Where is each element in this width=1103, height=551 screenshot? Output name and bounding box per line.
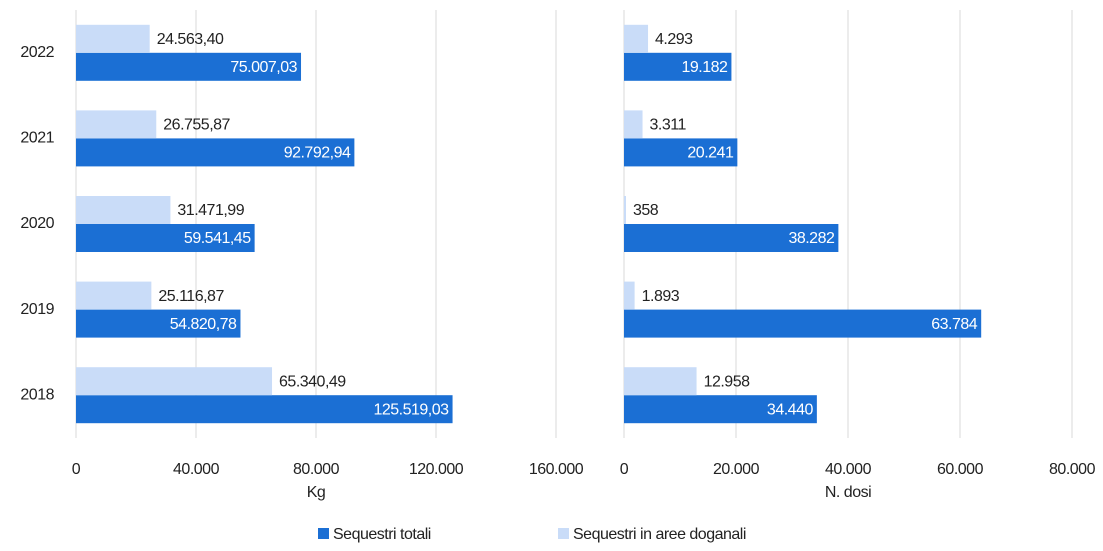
bar xyxy=(624,395,817,424)
legend-swatch xyxy=(558,528,569,539)
data-label: 26.755,87 xyxy=(163,117,230,134)
bar xyxy=(624,224,839,252)
bar xyxy=(76,309,241,338)
data-label: 54.820,78 xyxy=(170,316,237,333)
category-label: 2022 xyxy=(20,44,54,61)
bar xyxy=(624,367,697,396)
data-label: 34.440 xyxy=(767,401,814,418)
x-tick-label: 120.000 xyxy=(409,461,464,478)
data-label: 3.311 xyxy=(650,117,687,134)
bar xyxy=(76,281,152,310)
bar xyxy=(76,138,355,167)
data-label: 92.792,94 xyxy=(284,145,351,162)
data-label: 38.282 xyxy=(788,230,835,247)
data-label: 31.471,99 xyxy=(177,202,244,219)
category-label: 2021 xyxy=(20,130,54,147)
bar xyxy=(624,110,643,139)
data-label: 75.007,03 xyxy=(230,59,297,76)
x-tick-label: 0 xyxy=(620,461,629,478)
category-label: 2020 xyxy=(20,215,54,232)
x-axis-label: Kg xyxy=(307,484,326,501)
x-tick-label: 0 xyxy=(72,461,81,478)
data-label: 25.116,87 xyxy=(158,288,224,305)
bar xyxy=(624,138,738,167)
bar xyxy=(76,110,157,139)
data-label: 1.893 xyxy=(642,288,680,305)
category-label: 2019 xyxy=(20,301,54,318)
data-label: 63.784 xyxy=(931,316,978,333)
legend-swatch xyxy=(318,528,329,539)
data-label: 20.241 xyxy=(687,145,734,162)
x-axis-label: N. dosi xyxy=(825,484,871,501)
data-label: 4.293 xyxy=(655,31,693,48)
data-label: 125.519,03 xyxy=(373,401,449,418)
bar xyxy=(76,24,150,53)
bar xyxy=(76,52,302,81)
x-tick-label: 60.000 xyxy=(937,461,984,478)
bar xyxy=(76,367,273,396)
data-label: 24.563,40 xyxy=(157,31,224,48)
x-tick-label: 80.000 xyxy=(293,461,340,478)
bar xyxy=(76,395,453,424)
bar xyxy=(624,281,635,310)
data-label: 19.182 xyxy=(681,59,728,76)
x-tick-label: 40.000 xyxy=(173,461,220,478)
x-tick-label: 20.000 xyxy=(713,461,760,478)
category-label: 2018 xyxy=(20,386,54,403)
data-label: 12.958 xyxy=(704,373,751,390)
x-tick-label: 160.000 xyxy=(529,461,584,478)
legend-label: Sequestri in aree doganali xyxy=(573,526,746,543)
x-tick-label: 40.000 xyxy=(825,461,872,478)
bar xyxy=(624,24,649,53)
data-label: 59.541,45 xyxy=(184,230,251,247)
bar xyxy=(624,52,732,81)
legend-label: Sequestri totali xyxy=(333,526,431,543)
bar xyxy=(76,224,255,252)
data-label: 65.340,49 xyxy=(279,373,346,390)
bar xyxy=(76,196,171,224)
bar xyxy=(624,309,982,338)
data-label: 358 xyxy=(633,202,659,219)
bar xyxy=(624,196,627,224)
x-tick-label: 80.000 xyxy=(1049,461,1096,478)
